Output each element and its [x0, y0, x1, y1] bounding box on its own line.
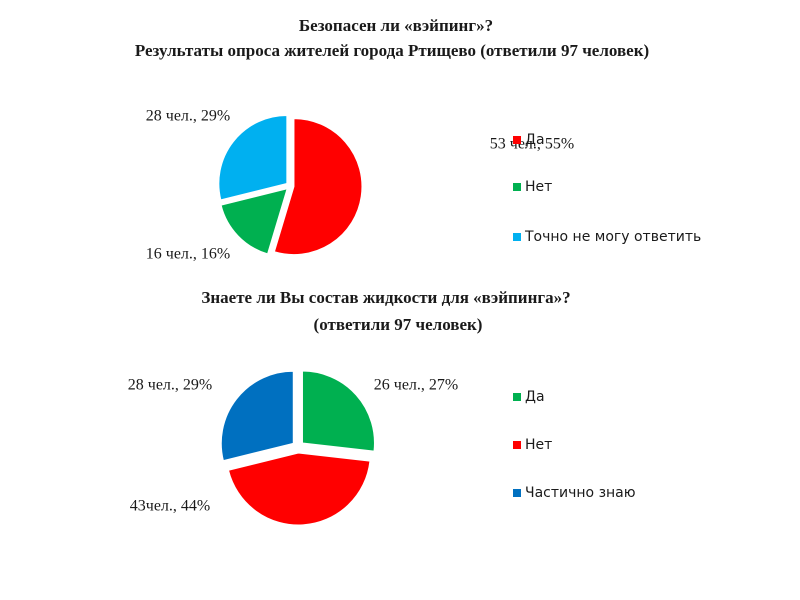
pie-slice — [273, 118, 363, 256]
legend-label: Частично знаю — [525, 485, 636, 501]
data-label: 28 чел., 29% — [146, 108, 230, 125]
legend-swatch — [513, 233, 521, 241]
data-label: 43чел., 44% — [130, 498, 210, 515]
legend-swatch — [513, 136, 521, 144]
chart-title: Знаете ли Вы состав жидкости для «вэйпин… — [201, 288, 570, 307]
legend-swatch — [513, 441, 521, 449]
data-label: 16 чел., 16% — [146, 246, 230, 263]
legend-swatch — [513, 489, 521, 497]
legend-label: Да — [525, 389, 545, 405]
chart-title: Безопасен ли «вэйпинг»? — [299, 16, 493, 35]
chart-subtitle: (ответили 97 человек) — [314, 315, 483, 334]
legend-swatch — [513, 183, 521, 191]
data-label: 28 чел., 29% — [128, 377, 212, 394]
data-label: 26 чел., 27% — [374, 377, 458, 394]
legend-label: Точно не могу ответить — [524, 229, 701, 245]
legend-label: Нет — [525, 437, 552, 453]
data-label: 53 чел., 55% — [490, 136, 574, 153]
pie-slice — [220, 370, 294, 462]
chart-subtitle: Результаты опроса жителей города Ртищево… — [135, 41, 649, 60]
legend-swatch — [513, 393, 521, 401]
pie-slice — [218, 115, 288, 201]
legend-label: Нет — [525, 179, 552, 195]
pie-slice — [227, 452, 371, 526]
pie-slice — [220, 188, 288, 255]
pie-slice — [301, 370, 375, 452]
legend-label: Да — [525, 132, 545, 148]
